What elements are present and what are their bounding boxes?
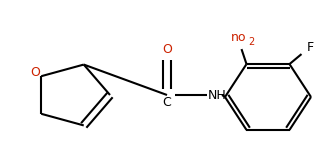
- Text: 2: 2: [249, 37, 255, 47]
- Text: C: C: [163, 96, 171, 109]
- Text: F: F: [307, 41, 314, 54]
- Text: O: O: [162, 42, 172, 55]
- Text: NH: NH: [208, 89, 226, 102]
- Text: no: no: [231, 31, 246, 44]
- Text: O: O: [30, 66, 40, 79]
